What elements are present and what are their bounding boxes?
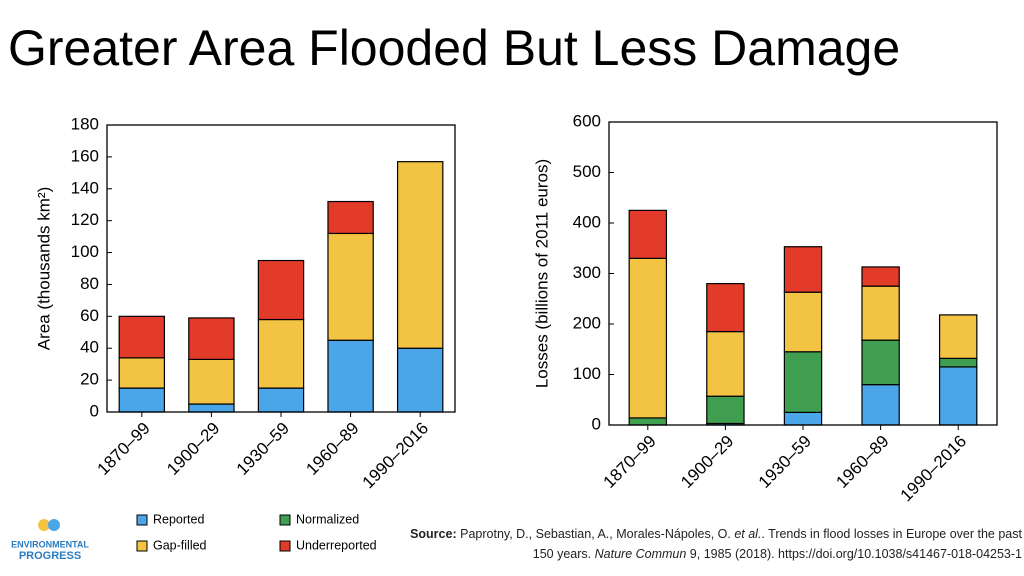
plot-frame <box>608 121 998 426</box>
bar-segment <box>861 384 900 426</box>
x-tick-label: 1900–29 <box>677 432 737 492</box>
y-tick-label: 500 <box>573 162 601 181</box>
y-tick-label: 40 <box>80 338 99 357</box>
y-tick-label: 60 <box>80 306 99 325</box>
legend-swatch <box>279 514 291 526</box>
source-label: Source: <box>410 527 457 541</box>
bar-segment <box>257 387 305 413</box>
y-tick-label: 100 <box>71 242 99 261</box>
bar-segment <box>327 339 374 413</box>
x-tick-label: 1930–59 <box>233 419 293 479</box>
slide-title: Greater Area Flooded But Less Damage <box>8 20 900 76</box>
logo-icon <box>38 519 50 531</box>
bar-segment <box>118 315 166 359</box>
legend-label: Underreported <box>296 538 377 552</box>
y-tick-label: 600 <box>573 111 601 130</box>
bar-segment <box>628 209 668 259</box>
source-text: Nature Commun <box>594 547 687 561</box>
y-tick-label: 20 <box>80 370 99 389</box>
bar-segment <box>938 366 978 426</box>
bar-segment <box>628 257 668 419</box>
x-tick-label: 1990–2016 <box>897 432 971 506</box>
bar-segment <box>938 357 978 368</box>
x-tick-label: 1990–2016 <box>359 419 433 493</box>
y-tick-label: 100 <box>573 364 601 383</box>
bar-segment <box>118 357 166 389</box>
bar-segment <box>257 259 305 321</box>
x-tick-label: 1930–59 <box>755 432 815 492</box>
bar-segment <box>783 246 823 293</box>
y-tick-label: 180 <box>71 114 99 133</box>
bar-segment <box>188 403 235 413</box>
legend-swatch <box>136 540 148 552</box>
y-tick-label: 120 <box>71 210 99 229</box>
bar-segment <box>861 266 900 287</box>
plot-frame <box>106 124 456 413</box>
source-text: 9, 1985 (2018). https://doi.org/10.1038/… <box>686 547 1022 561</box>
x-tick-label: 1960–89 <box>832 432 892 492</box>
bar-segment <box>327 232 374 341</box>
source-note: Source: Paprotny, D., Sebastian, A., Mor… <box>410 524 1022 564</box>
legend-label: Normalized <box>296 512 359 526</box>
legend-swatch <box>279 540 291 552</box>
y-tick-label: 80 <box>80 274 99 293</box>
bar-segment <box>188 317 235 360</box>
bar-segment <box>783 291 823 353</box>
x-tick-label: 1960–89 <box>302 419 362 479</box>
bar-segment <box>861 285 900 341</box>
bar-segment <box>327 200 374 235</box>
bar-segment <box>628 417 668 426</box>
legend-label: Reported <box>153 512 204 526</box>
logo-text: ENVIRONMENTAL <box>11 539 89 549</box>
legend-swatch <box>136 514 148 526</box>
y-tick-label: 400 <box>573 212 601 231</box>
bar-segment <box>706 330 745 397</box>
x-tick-label: 1870–99 <box>600 432 660 492</box>
y-tick-label: 0 <box>90 401 99 420</box>
x-tick-label: 1870–99 <box>94 419 154 479</box>
y-tick-label: 200 <box>573 313 601 332</box>
legend-label: Gap-filled <box>153 538 207 552</box>
bar-segment <box>257 318 305 389</box>
bar-segment <box>396 347 444 413</box>
y-axis-label: Area (thousands km²) <box>34 187 53 350</box>
source-text: et al. <box>734 527 762 541</box>
bar-segment <box>861 339 900 386</box>
bar-segment <box>396 161 444 349</box>
bar-segment <box>188 358 235 405</box>
logo-text: PROGRESS <box>19 550 81 562</box>
y-axis-label: Losses (billions of 2011 euros) <box>532 159 551 388</box>
source-text: . Trends in flood losses in Europe over … <box>532 527 1022 561</box>
logo-icon <box>48 519 60 531</box>
bar-segment <box>706 283 745 333</box>
y-tick-label: 140 <box>71 178 99 197</box>
bar-segment <box>118 387 166 413</box>
y-tick-label: 300 <box>573 263 601 282</box>
bar-segment <box>783 411 823 426</box>
bar-segment <box>706 395 745 425</box>
bar-segment <box>783 351 823 413</box>
source-text: Paprotny, D., Sebastian, A., Morales-Náp… <box>460 527 735 541</box>
y-tick-label: 160 <box>71 146 99 165</box>
x-tick-label: 1900–29 <box>163 419 223 479</box>
bar-segment <box>938 314 978 359</box>
y-tick-label: 0 <box>592 414 601 433</box>
